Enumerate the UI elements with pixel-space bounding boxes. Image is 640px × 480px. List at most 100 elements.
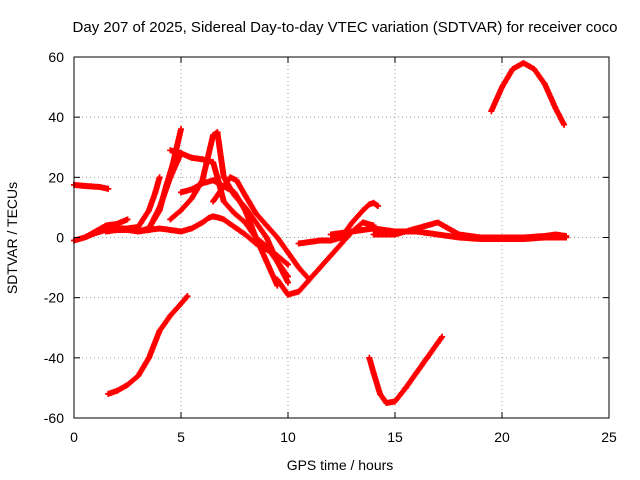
data-point: [561, 121, 568, 128]
x-tick-label: 5: [177, 429, 185, 445]
data-point: [178, 126, 184, 133]
data-point: [252, 210, 259, 217]
series-track: [105, 293, 191, 397]
data-point: [366, 354, 373, 361]
data-point: [199, 156, 206, 163]
series-track: [488, 60, 568, 128]
data-point: [327, 252, 334, 259]
data-point: [413, 369, 420, 376]
data-point: [124, 216, 131, 223]
data-point: [214, 129, 221, 136]
data-point: [156, 225, 163, 232]
data-point: [327, 231, 334, 238]
data-series-arc-3: [81, 216, 131, 241]
data-point: [499, 234, 505, 241]
data-point: [178, 207, 184, 214]
series-track: [145, 126, 184, 232]
data-point: [520, 60, 527, 67]
data-point: [327, 237, 334, 244]
data-point: [220, 198, 227, 205]
data-point: [563, 232, 570, 239]
data-point: [210, 213, 217, 220]
data-point: [184, 293, 191, 300]
data-point: [349, 219, 356, 226]
data-series-arc-13: [295, 199, 381, 247]
x-tick-label: 15: [387, 429, 403, 445]
data-point: [392, 231, 398, 238]
data-point: [295, 288, 302, 295]
data-point: [317, 264, 324, 271]
data-point: [377, 390, 384, 397]
data-point: [156, 327, 163, 334]
data-point: [424, 229, 431, 236]
data-point: [370, 231, 377, 238]
data-point: [163, 183, 170, 190]
data-point: [509, 66, 516, 73]
x-tick-label: 25: [601, 429, 617, 445]
data-point: [531, 66, 538, 73]
x-tick-label: 10: [280, 429, 296, 445]
data-point: [370, 369, 377, 376]
data-series-arc-6: [145, 126, 184, 232]
data-point: [424, 222, 431, 229]
data-point: [188, 154, 195, 161]
data-point: [424, 354, 431, 361]
data-point: [227, 220, 234, 227]
data-point: [113, 387, 120, 394]
data-point: [188, 225, 195, 232]
y-tick-label: -40: [44, 350, 64, 366]
data-point: [392, 398, 398, 405]
data-point: [434, 231, 441, 238]
data-point: [216, 214, 223, 221]
data-point: [205, 214, 212, 221]
data-point: [167, 147, 174, 154]
data-point: [317, 237, 324, 244]
data-point: [285, 291, 291, 298]
data-point: [477, 234, 484, 241]
data-point: [167, 312, 174, 319]
data-point: [370, 225, 377, 232]
data-point: [167, 226, 174, 233]
data-series-arc-1: [71, 181, 112, 192]
data-point: [520, 234, 527, 241]
data-point: [242, 192, 249, 199]
data-point: [135, 372, 142, 379]
data-point: [145, 354, 152, 361]
chart-title: Day 207 of 2025, Sidereal Day-to-day VTE…: [73, 19, 618, 36]
data-point: [199, 219, 206, 226]
data-point: [167, 216, 174, 223]
data-point: [552, 105, 559, 112]
data-point: [233, 225, 240, 232]
data-point: [274, 276, 281, 283]
data-point: [113, 226, 120, 233]
data-point: [214, 174, 221, 181]
data-point: [124, 381, 131, 388]
ticks: 0 5 10 15 20 25 -60 -40 -20 0 20 40 60: [44, 49, 617, 445]
data-point: [383, 399, 390, 406]
data-point: [135, 228, 142, 235]
data-point: [552, 231, 559, 238]
data-point: [295, 264, 302, 271]
data-point: [231, 210, 238, 217]
data-point: [113, 220, 120, 227]
y-tick-label: 60: [48, 49, 64, 65]
data-point: [374, 202, 381, 209]
y-axis-label: SDTVAR / TECUs: [4, 182, 20, 294]
data-series-arc-11: [210, 174, 313, 283]
data-point: [434, 339, 441, 346]
data-point: [338, 240, 345, 247]
data-point: [285, 279, 291, 286]
data-point: [263, 258, 270, 265]
series-track: [366, 333, 446, 406]
data-point: [88, 183, 95, 190]
data-point: [274, 234, 281, 241]
data-point: [370, 199, 377, 206]
y-tick-label: -60: [44, 410, 64, 426]
y-tick-label: 0: [56, 230, 64, 246]
data-point: [105, 390, 112, 397]
data-point: [242, 231, 249, 238]
series-layer: [71, 60, 570, 406]
data-point: [541, 81, 548, 88]
x-axis-label: GPS time / hours: [287, 457, 394, 473]
data-point: [210, 132, 217, 139]
